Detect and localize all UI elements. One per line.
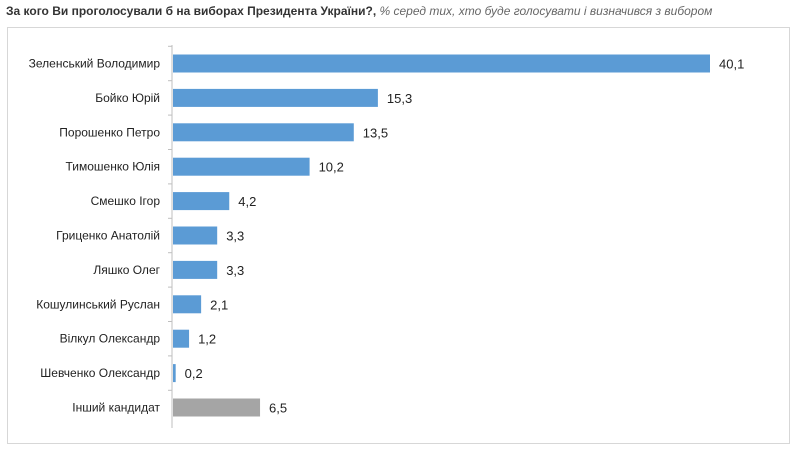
category-label: Смешко Ігор: [91, 194, 161, 208]
data-label: 2,1: [210, 297, 228, 312]
chart-title-note: % серед тих, хто буде голосувати і визна…: [376, 4, 713, 18]
chart-frame: [7, 27, 790, 444]
data-label: 3,3: [226, 229, 244, 244]
data-label: 10,2: [319, 160, 344, 175]
data-label: 0,2: [185, 366, 203, 381]
data-label: 6,5: [269, 401, 287, 416]
data-label: 40,1: [719, 57, 744, 72]
bar: [173, 398, 261, 417]
chart-title: За кого Ви проголосували б на виборах Пр…: [6, 4, 712, 18]
bar: [173, 157, 310, 176]
category-label: Гриценко Анатолій: [56, 229, 160, 243]
bar: [173, 364, 176, 383]
data-label: 13,5: [363, 125, 388, 140]
category-label: Інший кандидат: [72, 401, 160, 415]
bar: [173, 123, 354, 142]
category-label: Зеленський Володимир: [29, 57, 161, 71]
category-label: Кошулинський Руслан: [36, 297, 160, 311]
bar: [173, 226, 218, 245]
bar: [173, 88, 378, 107]
category-label: Ляшко Олег: [93, 263, 160, 277]
bar: [173, 329, 190, 348]
category-label: Порошенко Петро: [59, 125, 160, 139]
data-label: 1,2: [198, 332, 216, 347]
bar: [173, 260, 218, 279]
category-label: Бойко Юрій: [95, 91, 160, 105]
bar: [173, 192, 230, 211]
bar: [173, 295, 202, 314]
category-label: Вілкул Олександр: [60, 332, 161, 346]
data-label: 3,3: [226, 263, 244, 278]
category-label: Тимошенко Юлія: [66, 160, 161, 174]
chart-title-main: За кого Ви проголосували б на виборах Пр…: [6, 4, 377, 18]
data-label: 4,2: [238, 194, 256, 209]
category-label: Шевченко Олександр: [40, 366, 160, 380]
bar: [173, 54, 710, 73]
data-label: 15,3: [387, 91, 412, 106]
